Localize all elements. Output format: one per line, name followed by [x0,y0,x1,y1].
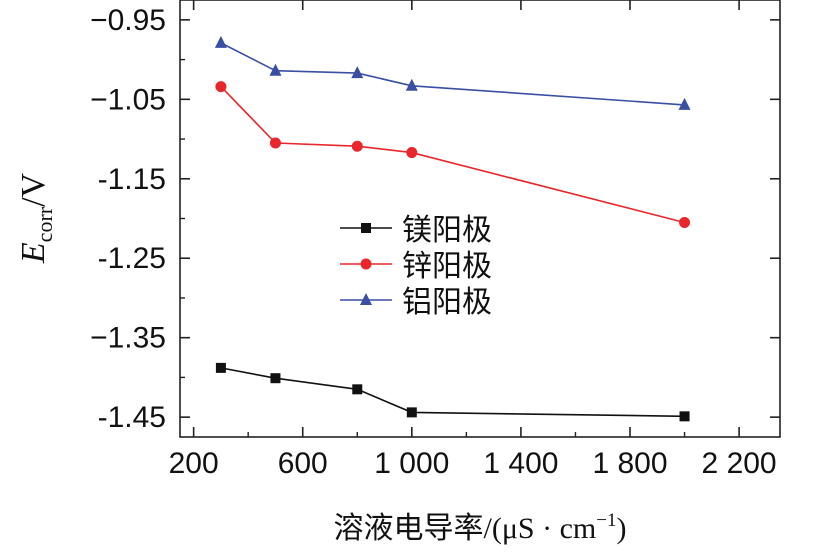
legend-item-mg: 镁阳极 [340,213,492,248]
x-axis-label-sup: −1 [596,510,616,531]
y-axis-label-sub: corr [32,206,57,242]
series-layer [214,35,691,422]
data-point-0 [215,362,226,373]
series-line-1 [220,86,685,224]
x-tick-label: 200 [169,447,219,480]
data-point-2 [269,63,282,76]
data-point-1 [269,137,281,149]
y-axis: −0.95 −1.05 -1.15 -1.25 −1.35 -1.45 [90,4,780,434]
data-point-0 [270,373,281,384]
x-axis-label-unit: /(μS · cm [484,512,597,545]
series-line-2 [220,42,685,106]
data-point-2 [351,66,364,79]
data-point-2 [214,35,227,48]
data-point-1 [351,140,363,152]
x-axis-label-main: 溶液电导率 [334,511,484,546]
legend-marker-al [360,293,372,305]
legend-marker-mg [361,223,371,233]
data-point-0 [352,384,363,395]
data-point-1 [215,81,227,93]
legend-item-zn: 锌阳极 [340,249,492,284]
legend: 镁阳极 锌阳极 铝阳极 [340,213,492,320]
y-tick-label: -1.15 [98,163,166,196]
series-line-0 [220,367,685,418]
x-tick-label: 1 400 [483,447,558,480]
y-axis-label-unit: /V [15,172,52,206]
x-tick-label: 2 200 [702,447,777,480]
y-axis-label-main: E [15,242,52,264]
data-point-2 [405,78,418,91]
x-tick-label: 1 800 [592,447,667,480]
data-point-1 [406,147,418,159]
data-point-0 [679,411,690,422]
x-axis-label-close: ) [616,512,626,545]
y-axis-label: Ecorr/V [15,172,57,264]
y-tick-label: −1.35 [90,322,166,355]
y-tick-label: -1.45 [98,401,166,434]
x-tick-label: 1 000 [374,447,449,480]
x-axis-label: 溶液电导率/(μS · cm−1) [334,510,627,546]
legend-marker-zn [360,258,372,270]
x-axis: 200 600 1 000 1 400 1 800 2 200 [169,0,777,480]
y-tick-label: −1.05 [90,83,166,116]
legend-label-zn: 锌阳极 [402,249,492,284]
legend-label-mg: 镁阳极 [402,213,492,248]
data-point-1 [679,216,691,228]
data-point-2 [678,97,691,110]
legend-item-al: 铝阳极 [340,285,492,320]
y-tick-label: -1.25 [98,242,166,275]
y-tick-label: −0.95 [90,4,166,37]
x-tick-label: 600 [278,447,328,480]
data-point-0 [406,407,417,418]
legend-label-al: 铝阳极 [402,285,492,320]
